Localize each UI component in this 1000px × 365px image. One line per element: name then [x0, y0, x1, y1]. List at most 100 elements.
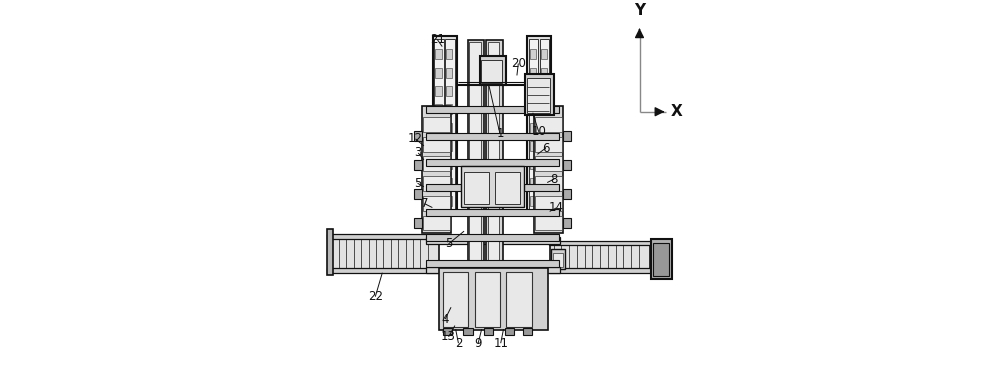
- Bar: [506, 272, 532, 327]
- Bar: [435, 178, 442, 188]
- Bar: [327, 229, 333, 275]
- Bar: [541, 68, 547, 77]
- Bar: [530, 86, 536, 96]
- Bar: [426, 268, 560, 273]
- Bar: [435, 159, 442, 169]
- Bar: [446, 123, 452, 132]
- Bar: [530, 123, 536, 132]
- Bar: [541, 196, 547, 206]
- Bar: [550, 244, 650, 269]
- Bar: [469, 42, 481, 322]
- Bar: [505, 328, 514, 335]
- Bar: [463, 328, 473, 335]
- Bar: [414, 189, 422, 199]
- Bar: [553, 253, 563, 268]
- Bar: [423, 137, 450, 151]
- Bar: [446, 68, 452, 77]
- Bar: [530, 49, 536, 59]
- Bar: [530, 141, 536, 151]
- Text: 21: 21: [430, 33, 445, 46]
- Text: 9: 9: [474, 337, 482, 350]
- Bar: [495, 172, 520, 204]
- Bar: [446, 104, 452, 114]
- Bar: [551, 249, 565, 269]
- Bar: [435, 49, 442, 59]
- Bar: [435, 123, 442, 132]
- Text: 14: 14: [549, 201, 564, 214]
- Bar: [527, 36, 551, 212]
- Bar: [443, 328, 452, 335]
- Bar: [446, 159, 452, 169]
- Bar: [563, 218, 571, 228]
- Text: 5: 5: [414, 177, 421, 190]
- Bar: [434, 39, 444, 209]
- Bar: [327, 234, 441, 239]
- Bar: [535, 157, 562, 171]
- Bar: [530, 196, 536, 206]
- Bar: [433, 36, 457, 212]
- Bar: [530, 68, 536, 77]
- Bar: [426, 107, 559, 114]
- Bar: [653, 243, 669, 276]
- Bar: [328, 238, 439, 269]
- Bar: [527, 77, 550, 113]
- Text: 13: 13: [441, 330, 456, 343]
- Bar: [534, 107, 563, 233]
- Bar: [414, 160, 422, 170]
- Bar: [461, 166, 524, 207]
- Text: 6: 6: [542, 142, 550, 154]
- Bar: [540, 39, 549, 209]
- Bar: [480, 57, 506, 85]
- Text: 7: 7: [421, 197, 428, 210]
- Text: 1: 1: [496, 127, 504, 141]
- Bar: [435, 86, 442, 96]
- Text: 10: 10: [531, 125, 546, 138]
- Bar: [541, 141, 547, 151]
- Bar: [435, 196, 442, 206]
- Bar: [422, 107, 451, 233]
- Text: 3: 3: [415, 146, 422, 160]
- Bar: [435, 104, 442, 114]
- Bar: [541, 178, 547, 188]
- Bar: [423, 117, 450, 132]
- Bar: [535, 196, 562, 211]
- Bar: [651, 239, 672, 279]
- Text: Y: Y: [634, 3, 645, 18]
- Bar: [426, 234, 559, 241]
- Bar: [481, 60, 502, 83]
- Bar: [563, 189, 571, 199]
- Bar: [488, 42, 499, 322]
- Bar: [426, 158, 559, 166]
- Bar: [549, 241, 653, 245]
- Bar: [541, 123, 547, 132]
- Bar: [535, 216, 562, 230]
- Bar: [446, 86, 452, 96]
- Bar: [563, 131, 571, 141]
- Bar: [541, 49, 547, 59]
- Bar: [446, 141, 452, 151]
- Text: 22: 22: [368, 290, 383, 303]
- Bar: [541, 159, 547, 169]
- Bar: [426, 260, 559, 267]
- Bar: [423, 176, 450, 191]
- Bar: [435, 68, 442, 77]
- Bar: [423, 196, 450, 211]
- Text: 5: 5: [445, 237, 452, 250]
- Text: 4: 4: [441, 313, 449, 326]
- Bar: [327, 268, 441, 273]
- Text: 2: 2: [455, 337, 462, 350]
- Bar: [563, 160, 571, 170]
- Bar: [523, 328, 532, 335]
- Bar: [414, 218, 422, 228]
- Text: 8: 8: [551, 173, 558, 185]
- Bar: [529, 39, 538, 209]
- Bar: [464, 172, 489, 204]
- Bar: [439, 268, 548, 330]
- Bar: [530, 159, 536, 169]
- Bar: [541, 86, 547, 96]
- Bar: [484, 328, 493, 335]
- Bar: [443, 272, 468, 327]
- Bar: [549, 268, 653, 273]
- Bar: [541, 104, 547, 114]
- Bar: [446, 178, 452, 188]
